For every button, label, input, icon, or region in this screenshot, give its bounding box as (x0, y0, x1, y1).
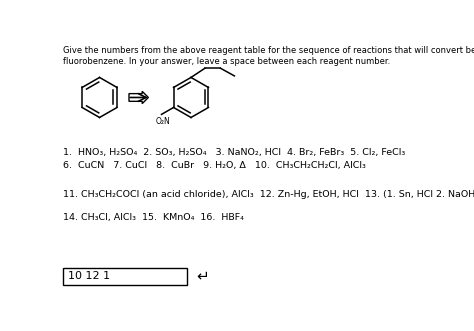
Text: fluorobenzene. In your answer, leave a space between each reagent number.: fluorobenzene. In your answer, leave a s… (63, 57, 391, 66)
Text: 6.  CuCN   7. CuCl   8.  CuBr   9. H₂O, Δ   10.  CH₃CH₂CH₂Cl, AlCl₃: 6. CuCN 7. CuCl 8. CuBr 9. H₂O, Δ 10. CH… (63, 162, 366, 170)
Text: 11. CH₃CH₂COCl (an acid chloride), AlCl₃  12. Zn-Hg, EtOH, HCl  13. (1. Sn, HCl : 11. CH₃CH₂COCl (an acid chloride), AlCl₃… (63, 190, 474, 199)
Text: ↵: ↵ (196, 269, 209, 284)
Bar (63, 268, 187, 285)
FancyArrow shape (129, 91, 148, 104)
Text: 14. CH₃Cl, AlCl₃  15.  KMnO₄  16.  HBF₄: 14. CH₃Cl, AlCl₃ 15. KMnO₄ 16. HBF₄ (63, 213, 244, 222)
Text: 1.  HNO₃, H₂SO₄  2. SO₃, H₂SO₄   3. NaNO₂, HCl  4. Br₂, FeBr₃  5. Cl₂, FeCl₃: 1. HNO₃, H₂SO₄ 2. SO₃, H₂SO₄ 3. NaNO₂, H… (63, 148, 405, 157)
Text: O₂N: O₂N (155, 118, 170, 126)
Text: 10 12 1: 10 12 1 (68, 271, 110, 281)
Text: Give the numbers from the above reagent table for the sequence of reactions that: Give the numbers from the above reagent … (63, 46, 474, 55)
